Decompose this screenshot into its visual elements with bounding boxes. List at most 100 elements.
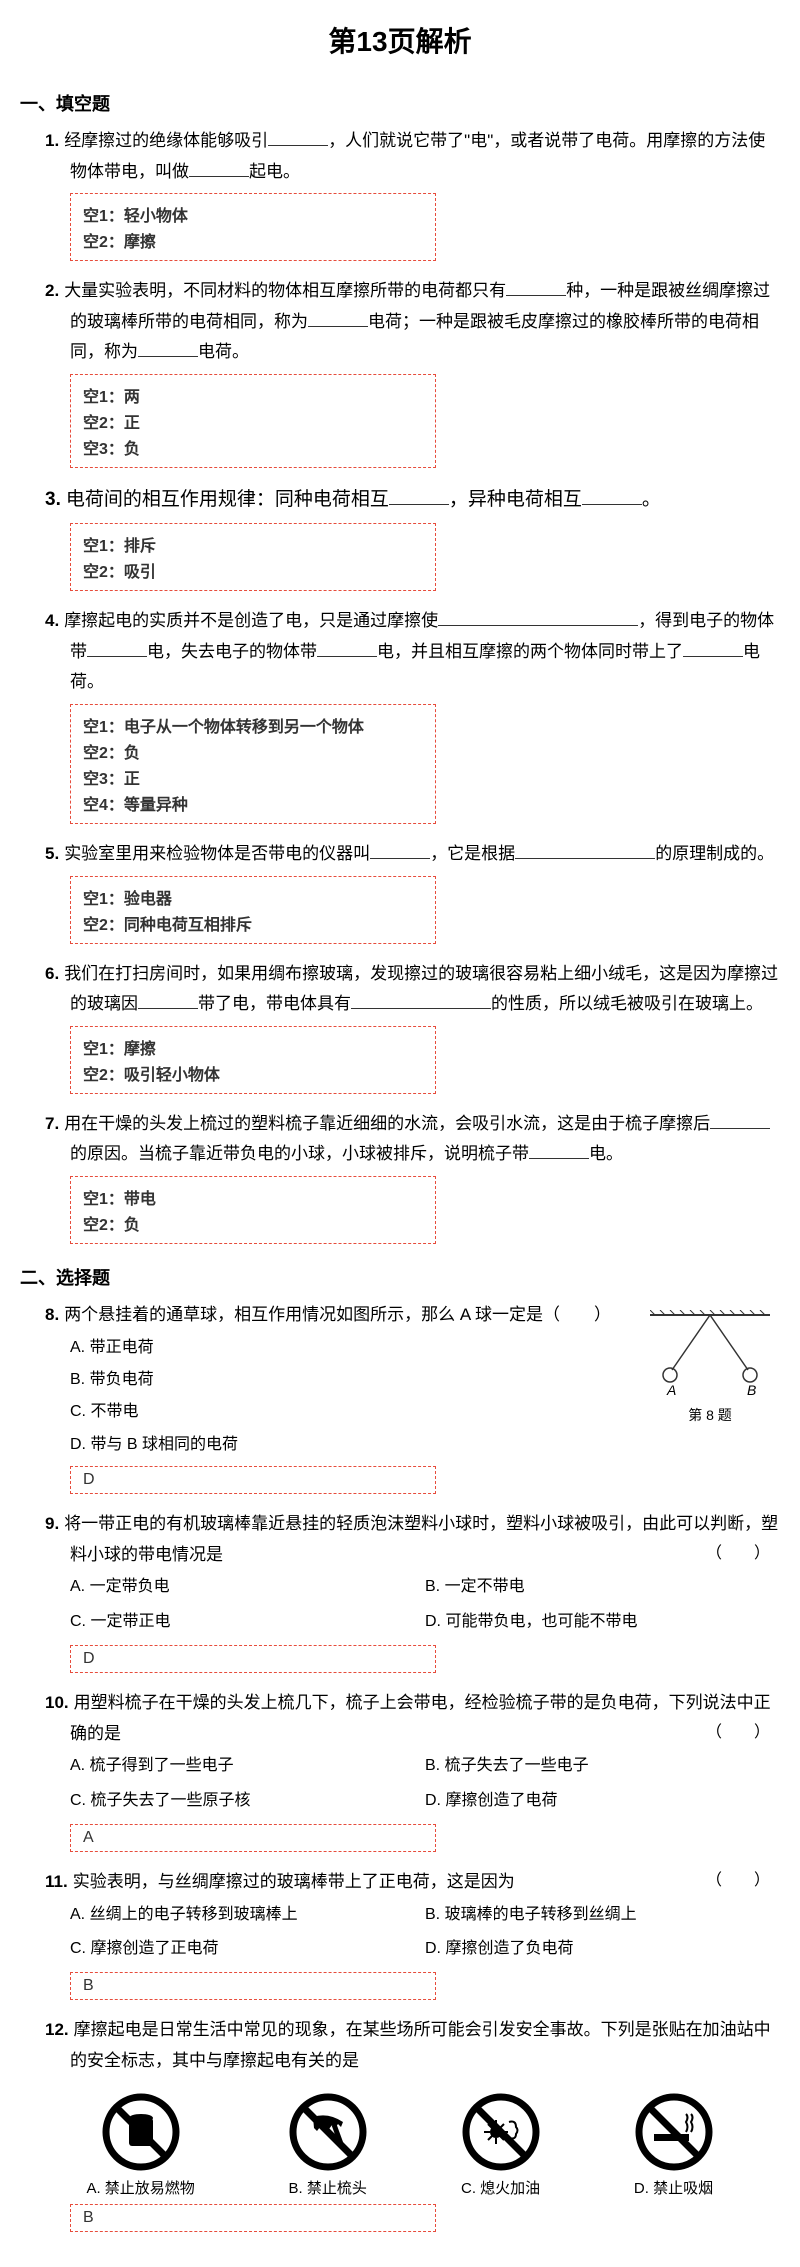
engine-off-icon	[461, 2092, 541, 2172]
option-a: A. 丝绸上的电子转移到玻璃棒上	[70, 1900, 425, 1930]
q4-num: 4.	[45, 611, 59, 630]
answer-line: 空2：负	[83, 1211, 423, 1235]
pendulum-diagram-icon: A B	[650, 1310, 770, 1400]
question-1: 1.经摩擦过的绝缘体能够吸引，人们就说它带了"电"，或者说带了电荷。用摩擦的方法…	[20, 126, 780, 261]
q7-answer-box: 空1：带电 空2：负	[70, 1176, 436, 1244]
option-a: A. 梳子得到了一些电子	[70, 1751, 425, 1781]
blank	[138, 339, 198, 357]
option-a: A. 一定带负电	[70, 1572, 425, 1602]
q11-answer-box: B	[70, 1972, 436, 2000]
q5-answer-box: 空1：验电器 空2：同种电荷互相排斥	[70, 876, 436, 944]
blank	[317, 639, 377, 657]
option-d: D. 带与 B 球相同的电荷	[70, 1430, 780, 1460]
section2-header: 二、选择题	[20, 1264, 780, 1290]
q12-opt-c: C. 熄火加油	[461, 2092, 541, 2198]
q12-answer-box: B	[70, 2204, 436, 2232]
q12-opt-d: D. 禁止吸烟	[634, 2092, 714, 2198]
q10-answer-box: A	[70, 1824, 436, 1852]
paren: （ ）	[731, 1719, 770, 1748]
question-11: 11.实验表明，与丝绸摩擦过的玻璃棒带上了正电荷，这是因为（ ） A. 丝绸上的…	[20, 1867, 780, 2000]
blank	[710, 1111, 770, 1129]
paren: （ ）	[731, 1540, 770, 1569]
q10-text: 10.用塑料梳子在干燥的头发上梳几下，梳子上会带电，经检验梳子带的是负电荷，下列…	[45, 1688, 780, 1749]
q6-answer-box: 空1：摩擦 空2：吸引轻小物体	[70, 1026, 436, 1094]
blank	[268, 128, 328, 146]
answer-line: 空1：轻小物体	[83, 202, 423, 226]
blank	[308, 309, 368, 327]
q9-num: 9.	[45, 1514, 59, 1533]
blank	[370, 841, 430, 859]
no-comb-icon	[288, 2092, 368, 2172]
q2-text: 2.大量实验表明，不同材料的物体相互摩擦所带的电荷都只有种，一种是跟被丝绸摩擦过…	[45, 276, 780, 368]
q4-answer-box: 空1：电子从一个物体转移到另一个物体 空2：负 空3：正 空4：等量异种	[70, 704, 436, 824]
option-c: C. 摩擦创造了正电荷	[70, 1934, 425, 1964]
answer-line: 空4：等量异种	[83, 791, 423, 815]
answer-line: 空2：摩擦	[83, 228, 423, 252]
q6-num: 6.	[45, 964, 59, 983]
q8-num: 8.	[45, 1305, 59, 1324]
answer-line: 空2：同种电荷互相排斥	[83, 911, 423, 935]
option-b: B. 梳子失去了一些电子	[425, 1751, 780, 1781]
blank	[529, 1141, 589, 1159]
question-5: 5.实验室里用来检验物体是否带电的仪器叫，它是根据的原理制成的。 空1：验电器 …	[20, 839, 780, 944]
q5-num: 5.	[45, 844, 59, 863]
answer-line: 空2：正	[83, 409, 423, 433]
blank	[189, 159, 249, 177]
blank	[87, 639, 147, 657]
answer-line: 空3：正	[83, 765, 423, 789]
q6-text: 6.我们在打扫房间时，如果用绸布擦玻璃，发现擦过的玻璃很容易粘上细小绒毛，这是因…	[45, 959, 780, 1020]
q12-text: 12.摩擦起电是日常生活中常见的现象，在某些场所可能会引发安全事故。下列是张贴在…	[45, 2015, 780, 2076]
blank	[683, 639, 743, 657]
q11-text: 11.实验表明，与丝绸摩擦过的玻璃棒带上了正电荷，这是因为（ ）	[45, 1867, 780, 1898]
q9-text: 9.将一带正电的有机玻璃棒靠近悬挂的轻质泡沫塑料小球时，塑料小球被吸引，由此可以…	[45, 1509, 780, 1570]
blank	[506, 278, 566, 296]
q10-options: A. 梳子得到了一些电子 B. 梳子失去了一些电子 C. 梳子失去了一些原子核 …	[70, 1749, 780, 1818]
answer-line: 空3：负	[83, 435, 423, 459]
answer-line: 空2：吸引	[83, 558, 423, 582]
q8-fig-caption: 第 8 题	[650, 1405, 770, 1425]
question-4: 4.摩擦起电的实质并不是创造了电，只是通过摩擦使，得到电子的物体带电，失去电子的…	[20, 606, 780, 824]
q12-opt-b: B. 禁止梳头	[288, 2092, 368, 2198]
q3-num: 3.	[45, 489, 61, 510]
paren: （ ）	[731, 1867, 770, 1896]
q12-opt-a: A. 禁止放易燃物	[86, 2092, 194, 2198]
answer-line: 空1：带电	[83, 1185, 423, 1209]
q12-icons-row: A. 禁止放易燃物 B. 禁止梳头 C. 熄火加油 D. 禁止吸烟	[40, 2092, 760, 2198]
blank	[515, 841, 655, 859]
q2-num: 2.	[45, 281, 59, 300]
q7-num: 7.	[45, 1114, 59, 1133]
question-3: 3.电荷间的相互作用规律：同种电荷相互，异种电荷相互。 空1：排斥 空2：吸引	[20, 483, 780, 591]
blank	[438, 608, 638, 626]
q1-text: 1.经摩擦过的绝缘体能够吸引，人们就说它带了"电"，或者说带了电荷。用摩擦的方法…	[45, 126, 780, 187]
option-d: D. 摩擦创造了电荷	[425, 1786, 780, 1816]
q10-num: 10.	[45, 1693, 69, 1712]
question-9: 9.将一带正电的有机玻璃棒靠近悬挂的轻质泡沫塑料小球时，塑料小球被吸引，由此可以…	[20, 1509, 780, 1673]
answer-line: 空1：验电器	[83, 885, 423, 909]
svg-text:A: A	[666, 1382, 676, 1398]
answer-line: 空1：两	[83, 383, 423, 407]
q9-answer-box: D	[70, 1645, 436, 1673]
answer-line: 空2：吸引轻小物体	[83, 1061, 423, 1085]
q5-text: 5.实验室里用来检验物体是否带电的仪器叫，它是根据的原理制成的。	[45, 839, 780, 870]
q11-options: A. 丝绸上的电子转移到玻璃棒上 B. 玻璃棒的电子转移到丝绸上 C. 摩擦创造…	[70, 1898, 780, 1967]
q8-answer-box: D	[70, 1466, 436, 1494]
question-6: 6.我们在打扫房间时，如果用绸布擦玻璃，发现擦过的玻璃很容易粘上细小绒毛，这是因…	[20, 959, 780, 1094]
no-smoking-icon	[634, 2092, 714, 2172]
question-10: 10.用塑料梳子在干燥的头发上梳几下，梳子上会带电，经检验梳子带的是负电荷，下列…	[20, 1688, 780, 1852]
option-b: B. 一定不带电	[425, 1572, 780, 1602]
blank	[389, 485, 449, 505]
q11-num: 11.	[45, 1872, 68, 1891]
q3-answer-box: 空1：排斥 空2：吸引	[70, 523, 436, 591]
svg-text:B: B	[747, 1382, 756, 1398]
q3-text: 3.电荷间的相互作用规律：同种电荷相互，异种电荷相互。	[45, 483, 780, 517]
option-d: D. 可能带负电，也可能不带电	[425, 1607, 780, 1637]
q12-num: 12.	[45, 2020, 69, 2039]
answer-line: 空1：电子从一个物体转移到另一个物体	[83, 713, 423, 737]
option-d: D. 摩擦创造了负电荷	[425, 1934, 780, 1964]
question-7: 7.用在干燥的头发上梳过的塑料梳子靠近细细的水流，会吸引水流，这是由于梳子摩擦后…	[20, 1109, 780, 1244]
answer-line: 空1：排斥	[83, 532, 423, 556]
page-title: 第13页解析	[20, 20, 780, 60]
q9-options: A. 一定带负电 B. 一定不带电 C. 一定带正电 D. 可能带负电，也可能不…	[70, 1570, 780, 1639]
question-8: 8.两个悬挂着的通草球，相互作用情况如图所示，那么 A 球一定是（ ） A B …	[20, 1300, 780, 1494]
q4-text: 4.摩擦起电的实质并不是创造了电，只是通过摩擦使，得到电子的物体带电，失去电子的…	[45, 606, 780, 698]
